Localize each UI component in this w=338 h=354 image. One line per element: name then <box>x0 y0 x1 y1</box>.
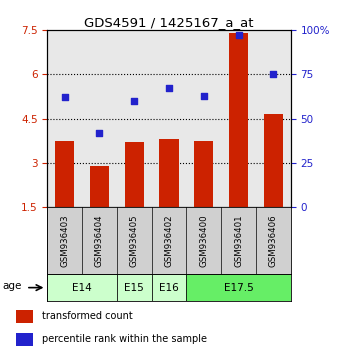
Bar <box>264 114 283 207</box>
Bar <box>160 139 178 207</box>
Point <box>236 33 241 38</box>
Bar <box>117 274 152 301</box>
Text: percentile rank within the sample: percentile rank within the sample <box>43 335 208 344</box>
Bar <box>194 141 213 207</box>
Text: GSM936404: GSM936404 <box>95 215 104 267</box>
Bar <box>125 142 144 207</box>
Point <box>97 130 102 136</box>
Text: transformed count: transformed count <box>43 312 133 321</box>
Text: GSM936405: GSM936405 <box>130 215 139 267</box>
Text: GSM936406: GSM936406 <box>269 215 278 267</box>
Bar <box>152 274 186 301</box>
Text: E17.5: E17.5 <box>224 282 254 293</box>
Bar <box>17 333 33 346</box>
Bar <box>186 274 291 301</box>
Text: E15: E15 <box>124 282 144 293</box>
Bar <box>55 141 74 207</box>
Title: GDS4591 / 1425167_a_at: GDS4591 / 1425167_a_at <box>84 16 254 29</box>
Bar <box>90 166 109 207</box>
Text: E16: E16 <box>159 282 179 293</box>
Point <box>166 86 172 91</box>
Bar <box>229 33 248 207</box>
Point <box>131 98 137 104</box>
Text: GSM936402: GSM936402 <box>165 215 173 267</box>
Point <box>62 95 67 100</box>
Text: GSM936401: GSM936401 <box>234 215 243 267</box>
Point <box>271 72 276 77</box>
Bar <box>17 310 33 323</box>
Text: E14: E14 <box>72 282 92 293</box>
Point <box>201 93 207 98</box>
Text: age: age <box>2 281 22 291</box>
Text: GSM936403: GSM936403 <box>60 215 69 267</box>
Bar <box>47 274 117 301</box>
Text: GSM936400: GSM936400 <box>199 215 208 267</box>
